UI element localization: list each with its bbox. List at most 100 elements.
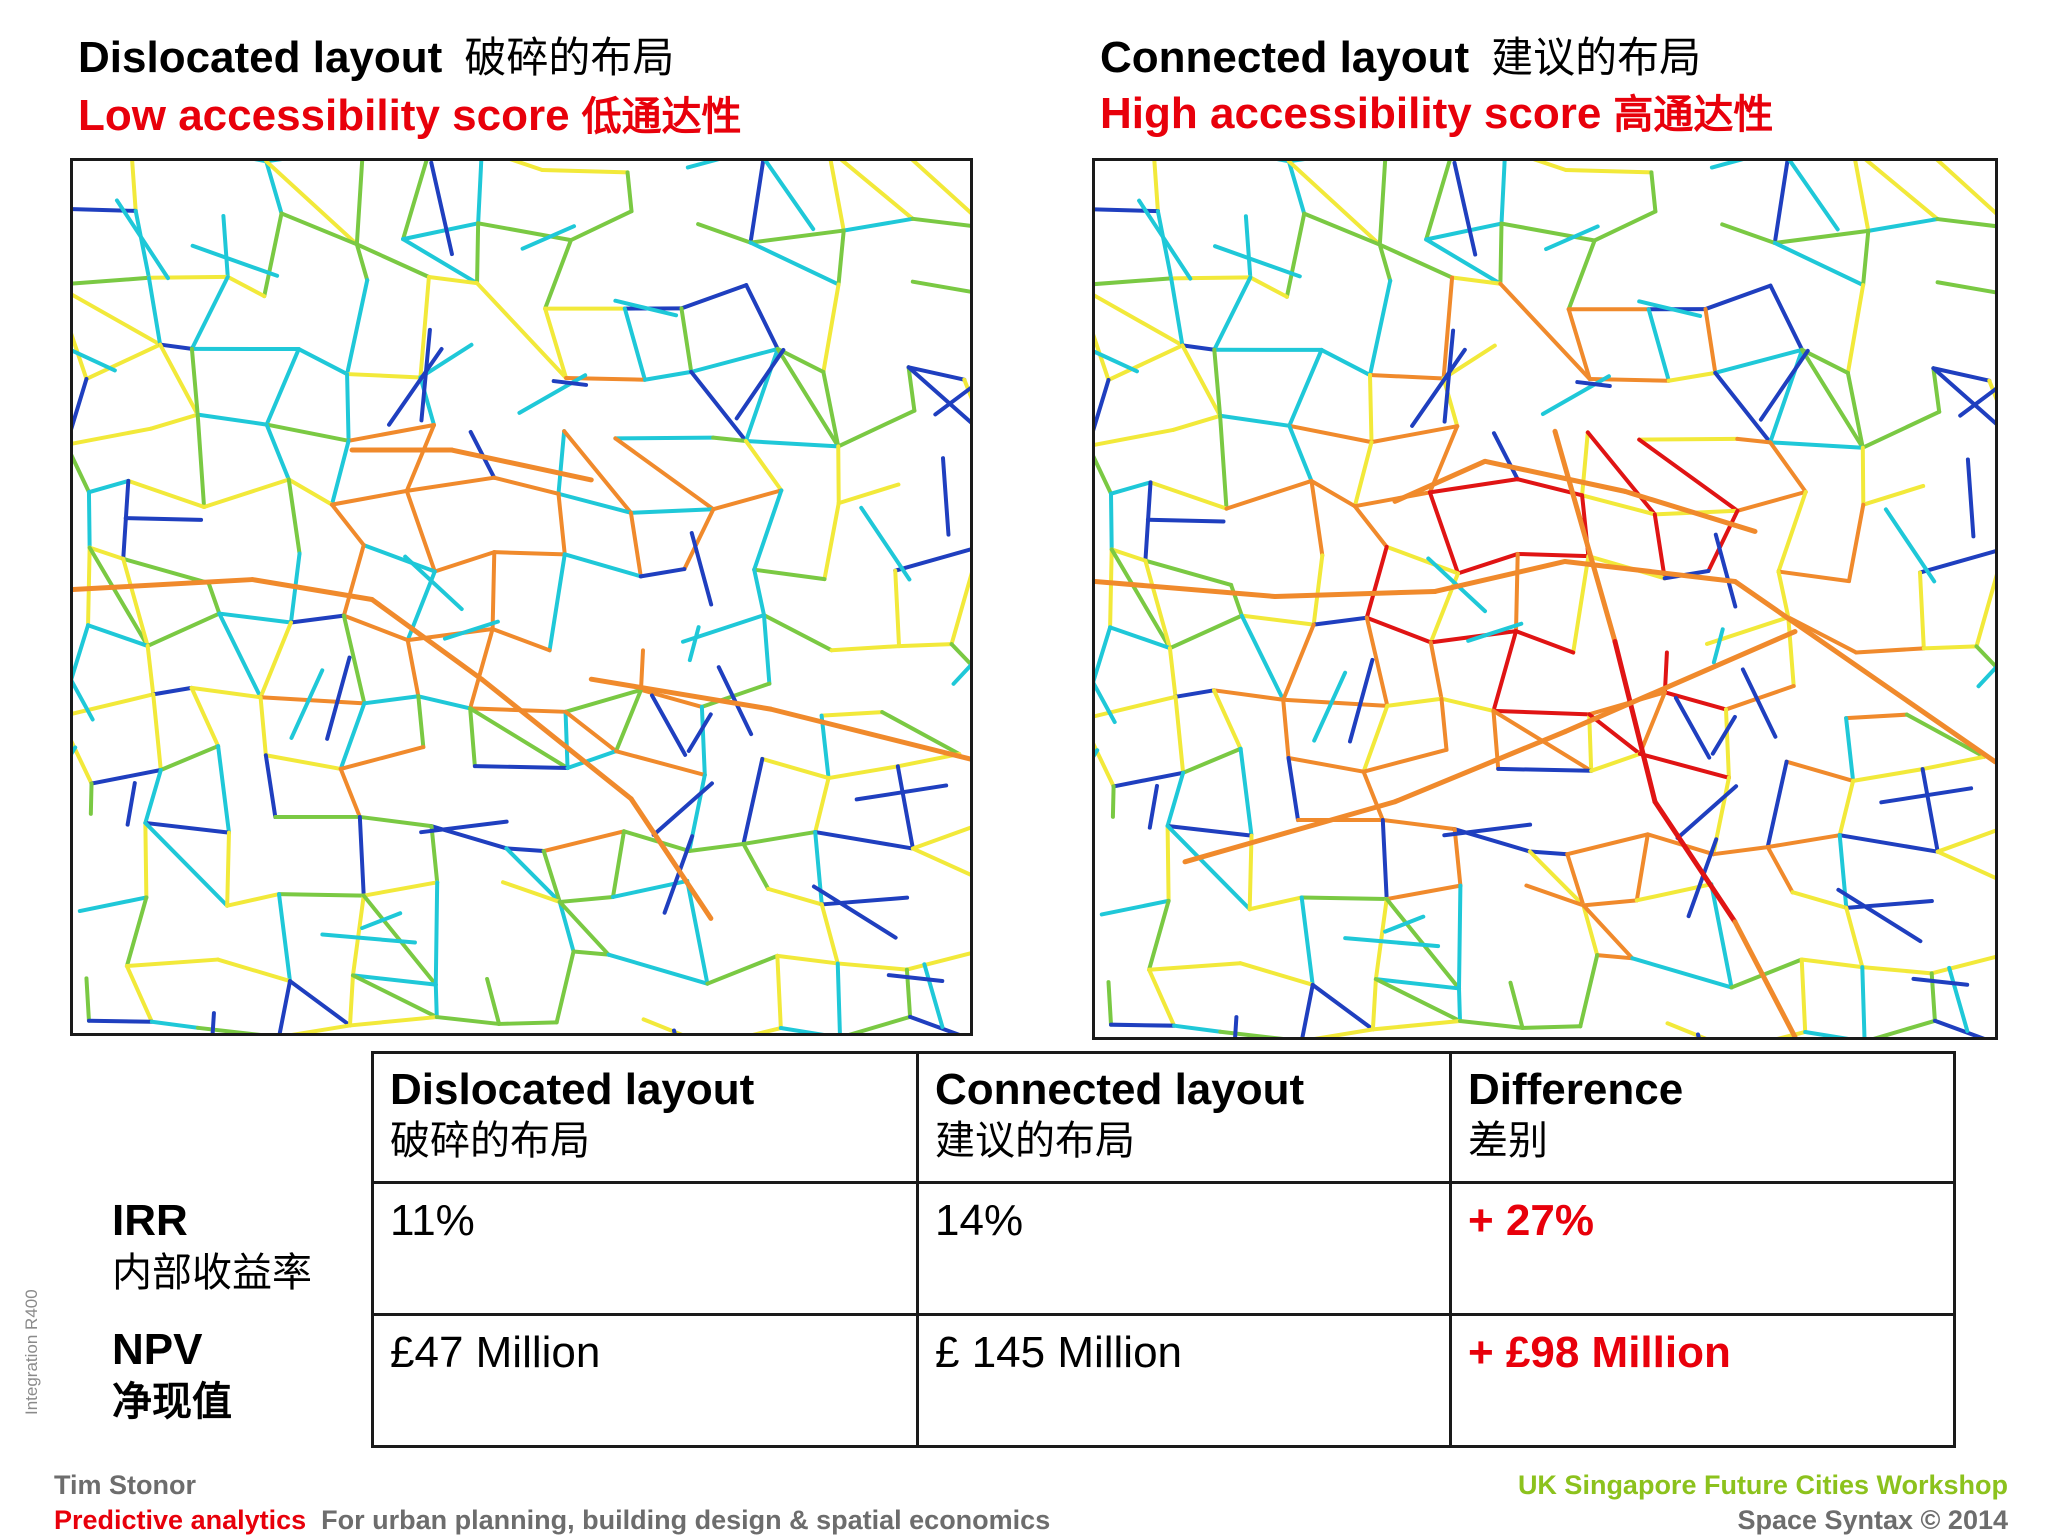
street-segment [329, 488, 409, 507]
street-segment [1309, 478, 1325, 558]
street-segment [1300, 982, 1315, 1037]
street-segment [1380, 817, 1457, 832]
irr-label-en: IRR [112, 1196, 188, 1245]
street-segment [405, 638, 421, 699]
street-segment [434, 1015, 502, 1026]
street-segment [504, 846, 546, 854]
street-segment [73, 348, 117, 373]
street-segment [145, 643, 156, 697]
street-segment [158, 342, 194, 351]
street-segment [1491, 629, 1518, 713]
street-segment [1918, 570, 1926, 651]
street-segment [1143, 558, 1172, 651]
street-segment [401, 221, 481, 242]
street-segment [613, 436, 716, 512]
street-segment [329, 438, 351, 507]
street-segment [1844, 899, 1934, 910]
street-segment [86, 478, 131, 495]
street-segment [1652, 512, 1667, 581]
street-segment [73, 623, 91, 681]
street-segment [761, 613, 772, 686]
street-segment [73, 679, 95, 722]
right-subtitle: High accessibility score 高通达性 [1100, 92, 1773, 136]
street-segment [1109, 547, 1148, 563]
street-segment [614, 687, 643, 754]
street-segment [287, 979, 352, 1028]
street-segment [1369, 424, 1460, 445]
street-segment [836, 228, 846, 287]
street-segment [841, 216, 915, 233]
street-segment [472, 764, 570, 771]
street-segment [563, 709, 570, 771]
street-segment [752, 1026, 783, 1033]
street-segment [1853, 161, 1871, 233]
street-segment [1634, 832, 1650, 903]
street-segment [73, 453, 91, 495]
street-segment [1765, 845, 1795, 895]
street-segment [1921, 644, 1979, 651]
street-segment [761, 613, 834, 653]
street-segment [149, 1019, 200, 1030]
street-segment [1844, 712, 1909, 721]
street-segment [264, 422, 351, 443]
street-segment [711, 488, 784, 512]
street-segment [1287, 423, 1374, 445]
street-segment [1854, 646, 1926, 655]
street-segment [1287, 423, 1314, 483]
street-segment [679, 283, 749, 311]
street-segment [1373, 897, 1389, 982]
street-segment [221, 214, 230, 279]
street-segment [202, 477, 291, 510]
street-segment [741, 830, 818, 846]
street-segment [1864, 161, 1940, 222]
street-segment [562, 429, 633, 515]
street-segment [1566, 307, 1592, 381]
street-segment [819, 710, 885, 718]
street-segment [1147, 961, 1243, 972]
street-segment [350, 973, 438, 987]
street-segment [835, 961, 842, 1033]
street-segment [1311, 615, 1369, 627]
street-segment [1974, 644, 1995, 669]
street-segment [279, 211, 359, 247]
street-segment [836, 482, 901, 506]
street-segment [687, 841, 746, 854]
street-segment [1735, 489, 1808, 513]
street-segment [73, 692, 156, 716]
street-segment [158, 342, 200, 417]
street-segment [1152, 161, 1160, 214]
street-segment [1768, 283, 1805, 352]
street-segment [418, 275, 431, 380]
street-segment [1765, 759, 1789, 850]
street-segment [1965, 457, 1976, 539]
street-segment [1649, 170, 1658, 214]
street-segment [1958, 387, 1995, 418]
street-segment [1784, 759, 1856, 783]
street-segment [1286, 755, 1366, 774]
street-segment [886, 973, 945, 983]
street-segment [625, 170, 634, 214]
street-segment [1147, 967, 1177, 1028]
street-segment [1287, 347, 1324, 428]
street-segment [748, 161, 766, 245]
street-segment [1143, 558, 1234, 587]
street-segment [416, 694, 426, 750]
street-segment [429, 824, 440, 885]
street-segment [1630, 956, 1734, 990]
street-segment [1703, 307, 1718, 375]
street-segment [86, 490, 92, 550]
street-segment [1713, 370, 1773, 445]
street-segment [1286, 161, 1307, 216]
street-segment [1312, 670, 1348, 743]
irr-row-label: IRR 内部收益率 [112, 1196, 312, 1299]
street-segment [263, 753, 343, 771]
street-segment [1428, 629, 1518, 645]
street-segment [1911, 976, 1970, 987]
street-segment [1095, 333, 1111, 382]
street-segment [1319, 347, 1372, 378]
connected-network-svg [1095, 161, 1995, 1037]
street-segment [124, 957, 220, 969]
street-segment [614, 749, 707, 777]
street-segment [1732, 919, 1798, 1037]
street-segment [86, 1018, 154, 1024]
